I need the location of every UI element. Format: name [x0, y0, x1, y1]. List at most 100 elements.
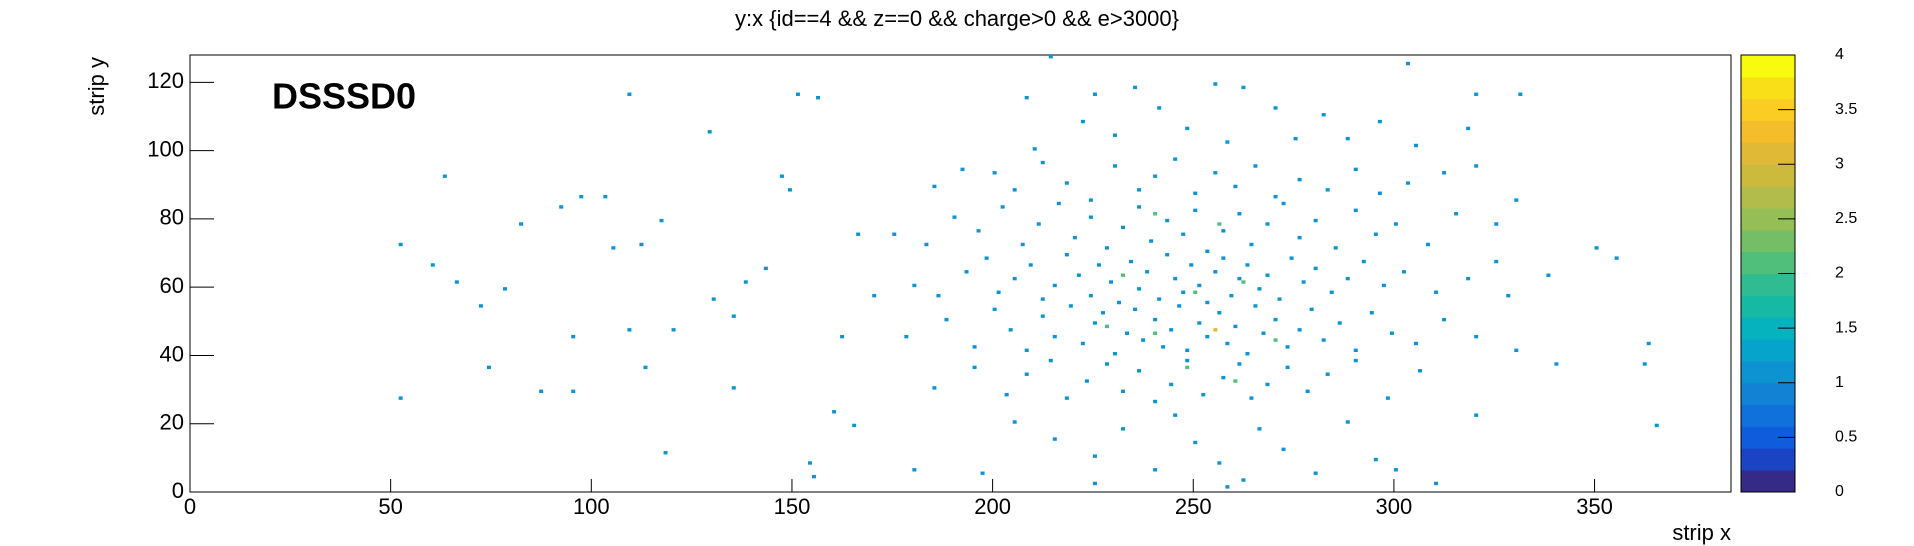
cell — [952, 215, 957, 219]
cell — [1466, 126, 1471, 131]
cell — [1217, 311, 1222, 315]
x-axis-label: strip x — [1672, 520, 1731, 545]
cell — [671, 328, 676, 332]
cell — [1474, 334, 1479, 339]
cell — [1253, 164, 1258, 168]
annotation: DSSSD0 — [272, 76, 416, 117]
colorbar-band — [1741, 229, 1795, 253]
cell — [1036, 222, 1041, 226]
cell — [980, 471, 985, 475]
cell — [992, 171, 997, 175]
cell — [1353, 348, 1358, 353]
cell — [763, 266, 768, 271]
cell — [944, 317, 949, 322]
cell — [1454, 212, 1459, 216]
cell — [1417, 369, 1422, 373]
cell — [1221, 375, 1226, 380]
cell — [731, 314, 736, 318]
cell — [1442, 171, 1447, 175]
colorbar-band — [1741, 164, 1795, 187]
colorbar-tick-label: 2 — [1835, 265, 1844, 282]
colorbar-band — [1741, 120, 1795, 143]
cell — [1273, 106, 1278, 110]
cell — [1213, 328, 1218, 332]
cell — [1068, 304, 1073, 308]
colorbar-band — [1741, 207, 1795, 231]
cell — [659, 218, 664, 223]
cell — [627, 328, 632, 332]
cell — [1121, 389, 1126, 393]
colorbar-band — [1741, 98, 1795, 122]
cell — [1337, 321, 1342, 325]
cell — [964, 270, 969, 274]
cell — [1040, 314, 1045, 318]
cell — [1153, 468, 1158, 472]
cell — [1277, 297, 1282, 301]
cell — [832, 410, 837, 414]
cell — [1092, 321, 1097, 325]
cell — [996, 290, 1001, 294]
cell — [1221, 256, 1226, 260]
cell — [1157, 106, 1162, 110]
cell — [976, 229, 981, 233]
cell — [1345, 136, 1350, 141]
cell — [1117, 300, 1122, 305]
cell — [1273, 317, 1278, 322]
x-tick-label: 100 — [573, 494, 610, 519]
cell — [1237, 212, 1242, 216]
cell — [1225, 485, 1230, 489]
cell — [478, 304, 483, 308]
cell — [611, 246, 616, 250]
cell — [1012, 420, 1017, 424]
cell — [1048, 55, 1053, 59]
cell — [1153, 331, 1158, 335]
cell — [1494, 222, 1499, 226]
cell — [1265, 273, 1270, 277]
cell — [1108, 280, 1113, 284]
cell — [972, 365, 977, 370]
colorbar-tick-label: 1.5 — [1835, 319, 1857, 336]
cell — [1064, 253, 1069, 257]
cell — [1080, 341, 1085, 346]
cell — [1125, 331, 1130, 335]
cell — [1169, 382, 1174, 387]
cell — [1092, 454, 1097, 458]
cell — [1257, 287, 1262, 291]
cell — [1594, 246, 1599, 250]
cell — [992, 307, 997, 312]
cell — [1028, 263, 1033, 267]
cell — [1092, 92, 1097, 96]
cell — [1205, 334, 1210, 339]
cell — [1329, 290, 1334, 294]
cell — [1289, 256, 1294, 260]
x-tick-label: 0 — [184, 494, 196, 519]
cell — [787, 188, 792, 192]
cell — [743, 280, 748, 284]
cell — [454, 280, 459, 284]
cell — [430, 263, 435, 267]
cell — [1321, 338, 1326, 342]
cell — [1353, 208, 1358, 213]
cell — [1000, 205, 1005, 209]
cell — [1104, 324, 1109, 329]
cell — [1369, 311, 1374, 315]
cell — [639, 242, 644, 247]
cell — [1426, 242, 1431, 247]
colorbar-band — [1741, 426, 1795, 449]
cell — [1377, 191, 1382, 195]
cell — [1377, 119, 1382, 124]
cell — [1121, 427, 1126, 431]
cell — [856, 232, 861, 236]
cell — [442, 174, 447, 178]
cell — [1205, 249, 1210, 254]
cell — [852, 423, 857, 428]
cell — [663, 451, 668, 455]
cell — [1024, 95, 1029, 100]
cell — [1052, 334, 1057, 339]
cell — [1466, 276, 1471, 281]
cell — [1100, 311, 1105, 315]
colorbar-band — [1741, 382, 1795, 406]
x-tick-label: 50 — [378, 494, 402, 519]
colorbar-band — [1741, 273, 1795, 296]
cell — [1088, 198, 1093, 202]
